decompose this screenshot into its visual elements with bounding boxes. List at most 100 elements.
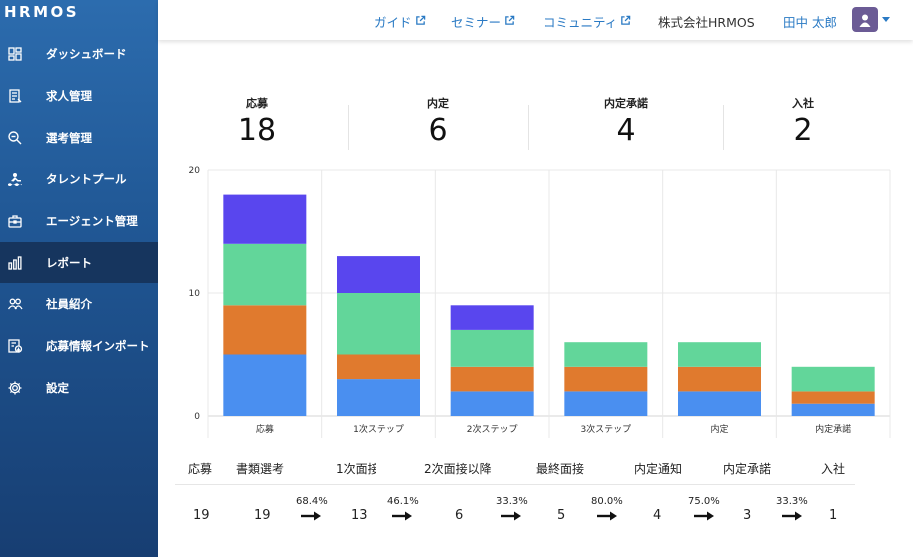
sidebar-item-label: タレントプール [46,171,127,186]
sidebar-item-label: 選考管理 [46,130,92,145]
sidebar-item-selection[interactable]: 選考管理 [0,117,158,158]
sidebar-item-label: ダッシュボード [46,46,127,61]
funnel-stage-label: 書類選考 [236,462,285,476]
x-category-label: 内定承諾 [815,423,851,435]
arrow-right-icon [694,511,714,521]
y-tick-label: 10 [189,289,201,299]
funnel-stage-label: 入社 [821,462,846,476]
funnel-stage-label: 2次面接以降 [424,462,492,476]
bar-segment [450,329,534,367]
arrow-right-icon [597,511,617,521]
x-category-label: 内定 [710,423,728,435]
kpi-value: 4 [616,113,636,148]
community-link-label: コミュニティ [543,15,618,30]
report-bar-icon [7,255,23,271]
user-avatar-icon[interactable] [852,7,878,32]
kpi-applications: 応募 18 [217,95,297,147]
funnel-conversion-rate: 68.4% [296,496,328,507]
funnel-stage-label: 1次面接 [336,462,376,476]
kpi-value: 18 [237,113,277,148]
funnel-stage-label: 応募 [188,462,213,476]
bar-segment [337,379,420,416]
kpi-label: 内定 [427,97,449,110]
bar-segment [337,354,420,380]
funnel-stage-value: 4 [653,508,662,523]
bar-segment [450,305,534,330]
arrow-right-icon [501,511,521,521]
guide-link[interactable]: ガイド [374,12,426,31]
x-category-label: 応募 [256,423,274,435]
bar-segment [791,366,875,392]
guide-link-label: ガイド [374,15,412,30]
external-link-icon [504,14,515,29]
bar-segment [223,243,307,306]
funnel-conversion-rate: 80.0% [591,496,623,507]
sidebar-item-label: 社員紹介 [46,296,92,311]
sidebar-item-talent-pool[interactable]: タレントプール [0,158,158,199]
kpi-value: 6 [428,113,448,148]
caret-down-icon[interactable] [882,17,890,22]
funnel-stage-value: 13 [351,508,368,523]
gear-icon [7,380,23,396]
sidebar-item-label: 求人管理 [46,88,92,103]
bar-segment [564,366,648,392]
funnel-conversion-rate: 33.3% [496,496,528,507]
bar-segment [678,342,761,367]
hrmos-logo[interactable]: HRMOS [4,3,80,21]
x-category-label: 2次ステップ [467,423,518,435]
seminar-link[interactable]: セミナー [451,12,515,31]
referral-people-icon [7,296,23,312]
bar-segment [337,256,420,293]
sidebar-item-agents[interactable]: エージェント管理 [0,200,158,241]
kpi-offer-accepted: 内定承諾 4 [586,95,666,147]
arrow-right-icon [782,511,802,521]
x-category-label: 3次ステップ [580,423,631,435]
bar-segment [564,342,648,367]
external-link-icon [620,14,631,29]
community-link[interactable]: コミュニティ [543,12,631,31]
sidebar-item-report[interactable]: レポート [0,242,158,283]
bar-segment [223,305,307,355]
kpi-divider [348,105,349,150]
funnel-stage-value: 6 [455,508,464,523]
funnel-stage-label: 内定通知 [634,462,683,476]
kpi-label: 内定承諾 [604,97,648,110]
bar-segment [791,391,875,404]
funnel-header-divider [175,484,855,485]
kpi-divider [723,105,724,150]
sidebar-item-jobs[interactable]: 求人管理 [0,75,158,116]
bar-segment [450,391,534,416]
agent-briefcase-icon [7,213,23,229]
funnel-stage-value: 19 [254,508,271,523]
bar-segment [223,194,307,244]
selection-search-icon [7,130,23,146]
sidebar-item-label: エージェント管理 [46,213,138,228]
bar-segment [678,391,761,416]
sidebar-item-import[interactable]: 応募情報インポート [0,325,158,366]
kpi-value: 2 [793,113,813,148]
funnel-conversion-rate: 33.3% [776,496,808,507]
sidebar-item-settings[interactable]: 設定 [0,367,158,408]
arrow-right-icon [301,511,321,521]
kpi-joined: 入社 2 [763,95,843,147]
import-icon [7,338,23,354]
seminar-link-label: セミナー [451,15,502,30]
dashboard-icon [7,46,23,62]
kpi-divider [528,105,529,150]
funnel-stage-label: 最終面接 [536,462,585,476]
user-name[interactable]: 田中 太郎 [783,15,837,30]
sidebar-item-dashboard[interactable]: ダッシュボード [0,33,158,74]
funnel-stage-value: 3 [743,508,752,523]
external-link-icon [415,14,426,29]
funnel-conversion-rate: 46.1% [387,496,419,507]
bar-segment [791,403,875,416]
bar-segment [450,366,534,392]
sidebar: HRMOS ダッシュボード 求人管理 選考管理 タレントプール エージェント管理 [0,0,158,557]
sidebar-item-referral[interactable]: 社員紹介 [0,283,158,324]
talent-pool-icon [7,171,23,187]
sidebar-item-label: 応募情報インポート [46,338,150,353]
kpi-offers: 内定 6 [398,95,478,147]
bar-segment [337,293,420,355]
funnel-stage-value: 5 [557,508,566,523]
sidebar-item-label: 設定 [46,380,69,395]
